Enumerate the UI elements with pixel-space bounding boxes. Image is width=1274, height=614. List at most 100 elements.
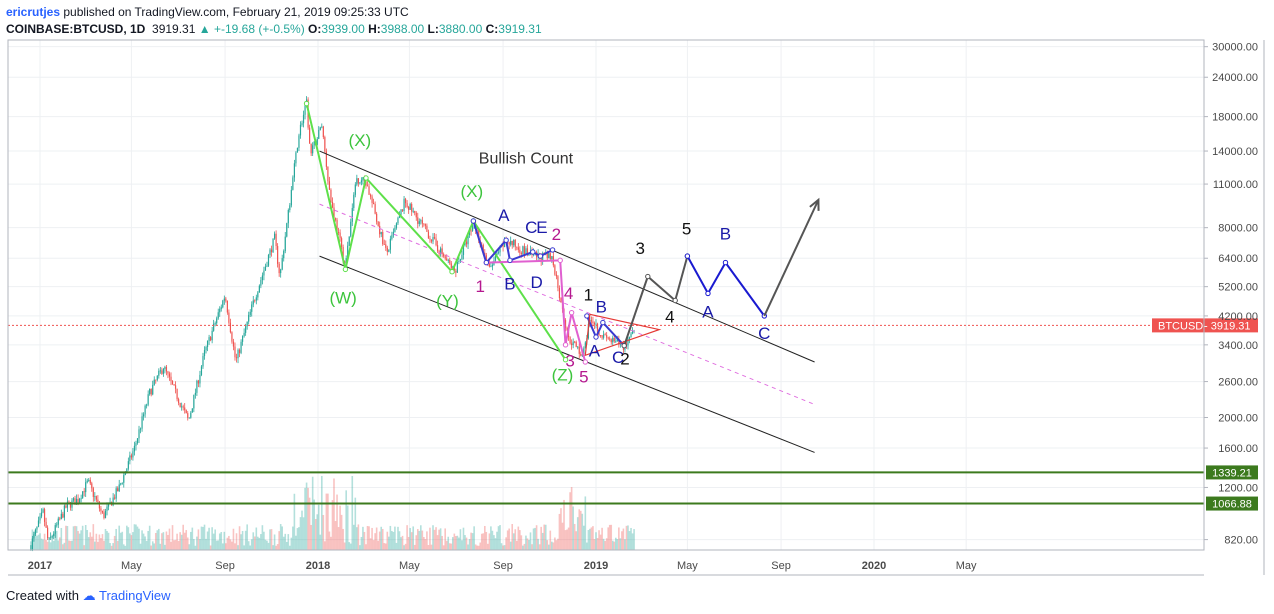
channel-mid-line[interactable] — [319, 203, 815, 405]
wave-label: 3 — [565, 352, 574, 371]
volume-bar — [450, 543, 453, 550]
candle-body — [464, 241, 466, 246]
candle-body — [42, 509, 44, 513]
candle-body — [123, 475, 125, 483]
candle-body — [72, 498, 75, 501]
candle-body — [62, 513, 64, 518]
volume-bar — [119, 532, 122, 550]
volume-bar — [345, 490, 347, 550]
volume-bar — [418, 530, 421, 550]
volume-bar — [126, 525, 128, 550]
volume-bar — [380, 526, 383, 550]
wave-label: C — [612, 348, 624, 367]
price-tick-label: 2600.00 — [1218, 377, 1258, 389]
candle-body — [443, 254, 445, 257]
wave-node — [722, 259, 729, 266]
time-tick-label: 2020 — [862, 560, 886, 572]
volume-bar — [601, 527, 603, 550]
volume-bar — [246, 524, 248, 550]
volume-bar — [74, 525, 76, 550]
candle-body — [596, 323, 599, 332]
volume-bar — [81, 525, 84, 550]
volume-bar — [467, 544, 469, 550]
volume-bar — [363, 531, 366, 550]
volume-bar — [500, 543, 503, 550]
candle-body — [179, 402, 181, 408]
candle-body — [255, 297, 257, 301]
candle-body — [516, 246, 518, 248]
volume-bar — [90, 536, 93, 550]
volume-bar — [552, 542, 555, 550]
volume-bar — [299, 517, 302, 550]
volume-bar — [292, 526, 294, 550]
volume-bar — [360, 536, 363, 550]
wxyxz-wave-line[interactable] — [305, 103, 567, 361]
volume-bar — [348, 542, 351, 550]
candle-body — [202, 356, 204, 367]
candle-body — [245, 326, 247, 333]
volume-bar — [159, 543, 162, 550]
volume-bar — [84, 525, 87, 550]
wave-label: 5 — [682, 220, 691, 239]
candle-body — [383, 244, 385, 245]
time-tick-label: 2017 — [28, 560, 52, 572]
candle-body — [511, 240, 513, 246]
candle-body — [377, 221, 379, 226]
candle-body — [499, 246, 501, 253]
abc-correction-line[interactable] — [585, 315, 625, 347]
candle-body — [353, 194, 355, 208]
volume-bar — [147, 530, 149, 550]
volume-bar — [462, 527, 465, 550]
tradingview-brand[interactable]: TradingView — [99, 588, 171, 603]
volume-bar — [447, 536, 450, 550]
volume-bar — [397, 526, 399, 550]
volume-bar — [305, 482, 308, 550]
price-tick-label: 18000.00 — [1212, 112, 1258, 124]
volume-bar — [631, 533, 634, 550]
volume-bar — [240, 534, 242, 550]
wave-label: 2 — [552, 225, 561, 244]
volume-bar — [445, 540, 448, 550]
symbol-info: COINBASE:BTCUSD, 1D 3919.31 ▲ +-19.68 (+… — [6, 22, 542, 36]
volume-bar — [529, 532, 532, 550]
candle-body — [324, 137, 326, 152]
candle-body — [63, 505, 65, 518]
time-tick-label: 2019 — [584, 560, 608, 572]
volume-bar — [412, 526, 415, 550]
volume-bar — [386, 531, 389, 550]
projection-arrow-line[interactable] — [763, 199, 820, 317]
wave-node — [470, 218, 477, 224]
wave-label: 4 — [564, 284, 573, 303]
channel-upper-line[interactable] — [319, 150, 815, 363]
candle-body — [251, 304, 253, 312]
triangle-pattern[interactable] — [584, 313, 662, 357]
volume-bar — [503, 545, 506, 550]
volume-bar — [331, 500, 334, 550]
candle-body — [141, 416, 143, 429]
volume-bar — [273, 534, 276, 550]
candle-body — [525, 248, 527, 254]
volume-bar — [441, 535, 443, 550]
candle-body — [281, 258, 283, 270]
author-link[interactable]: ericrutjes — [6, 5, 61, 19]
volume-bar — [377, 540, 379, 550]
candle-body — [83, 491, 85, 493]
channel-lower-line[interactable] — [319, 255, 815, 453]
projection-impulse-line[interactable] — [623, 255, 689, 347]
volume-bar — [336, 494, 338, 550]
candle-body — [360, 180, 363, 183]
candle-body — [394, 227, 396, 232]
volume-bar — [95, 533, 98, 550]
volume-bar — [543, 524, 546, 550]
volume-bar — [511, 524, 514, 550]
candle-body — [150, 388, 152, 395]
volume-bar — [177, 541, 180, 550]
projection-abc-line[interactable] — [686, 255, 766, 317]
price-tick-label: 2000.00 — [1218, 413, 1258, 425]
candle-body — [339, 232, 341, 239]
candle-body — [433, 237, 436, 239]
publish-info: ericrutjes published on TradingView.com,… — [6, 5, 409, 19]
volume-bar — [461, 540, 463, 550]
candle-body — [322, 126, 324, 138]
